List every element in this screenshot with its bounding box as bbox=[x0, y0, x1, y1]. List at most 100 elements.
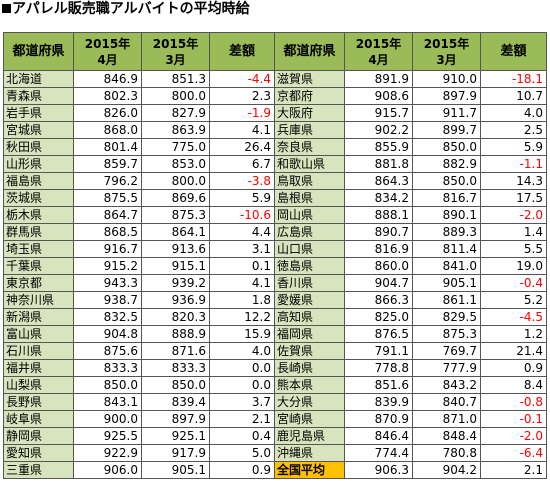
diff-cell: 19.0 bbox=[480, 257, 547, 275]
march-wage-cell: 864.1 bbox=[141, 223, 210, 241]
april-wage-cell: 888.1 bbox=[344, 206, 413, 224]
april-wage-cell: 925.5 bbox=[73, 427, 142, 445]
col-header-march: 2015年 3月 bbox=[412, 32, 481, 71]
diff-cell: -0.4 bbox=[480, 274, 547, 292]
diff-cell: 5.2 bbox=[480, 291, 547, 309]
diff-cell: 4.4 bbox=[209, 223, 275, 241]
page-title: アパレル販売職アルバイトの平均時給 bbox=[2, 0, 250, 18]
diff-cell: 5.9 bbox=[480, 138, 547, 156]
diff-cell: 12.2 bbox=[209, 308, 275, 326]
table-header-row: 都道府県 2015年 4月 2015年 3月 差額 都道府県 2015年 4月 201… bbox=[3, 32, 547, 71]
april-wage-cell: 864.7 bbox=[73, 206, 142, 224]
april-wage-cell: 791.1 bbox=[344, 342, 413, 360]
april-wage-cell: 915.2 bbox=[73, 257, 142, 275]
prefecture-cell: 岡山県 bbox=[274, 206, 345, 224]
diff-cell: -4.4 bbox=[209, 70, 275, 88]
prefecture-cell: 大阪府 bbox=[274, 104, 345, 122]
april-wage-cell: 851.6 bbox=[344, 376, 413, 394]
diff-cell: -1.1 bbox=[480, 155, 547, 173]
april-wage-cell: 881.8 bbox=[344, 155, 413, 173]
prefecture-cell: 北海道 bbox=[3, 70, 74, 88]
diff-cell: 0.4 bbox=[209, 427, 275, 445]
march-wage-cell: 911.7 bbox=[412, 104, 481, 122]
prefecture-cell: 京都府 bbox=[274, 87, 345, 105]
april-wage-cell: 891.9 bbox=[344, 70, 413, 88]
prefecture-cell: 愛知県 bbox=[3, 444, 74, 462]
diff-cell: 17.5 bbox=[480, 189, 547, 207]
table-row: 北海道 846.9 851.3 -4.4 滋賀県 891.9 910.0 -18.1 bbox=[3, 70, 547, 88]
table-row: 長野県 843.1 839.4 3.7 大分県 839.9 840.7 -0.8 bbox=[3, 393, 547, 411]
march-wage-cell: 871.0 bbox=[412, 410, 481, 428]
diff-cell: -0.1 bbox=[480, 410, 547, 428]
prefecture-cell: 島根県 bbox=[274, 189, 345, 207]
march-wage-cell: 843.2 bbox=[412, 376, 481, 394]
diff-cell: 5.0 bbox=[209, 444, 275, 462]
table-row: 神奈川県 938.7 936.9 1.8 愛媛県 866.3 861.1 5.2 bbox=[3, 291, 547, 309]
march-wage-cell: 841.0 bbox=[412, 257, 481, 275]
prefecture-cell: 山梨県 bbox=[3, 376, 74, 394]
table-row: 静岡県 925.5 925.1 0.4 鹿児島県 846.4 848.4 -2.0 bbox=[3, 427, 547, 445]
table-row: 青森県 802.3 800.0 2.3 京都府 908.6 897.9 10.7 bbox=[3, 87, 547, 105]
diff-cell: -6.4 bbox=[480, 444, 547, 462]
diff-cell: -1.9 bbox=[209, 104, 275, 122]
april-wage-cell: 846.9 bbox=[73, 70, 142, 88]
prefecture-cell: 徳島県 bbox=[274, 257, 345, 275]
table-row: 秋田県 801.4 775.0 26.4 奈良県 855.9 850.0 5.9 bbox=[3, 138, 547, 156]
diff-cell: 3.1 bbox=[209, 240, 275, 258]
april-wage-cell: 868.0 bbox=[73, 121, 142, 139]
march-wage-cell: 848.4 bbox=[412, 427, 481, 445]
march-wage-cell: 827.9 bbox=[141, 104, 210, 122]
march-wage-cell: 820.3 bbox=[141, 308, 210, 326]
march-wage-cell: 875.3 bbox=[141, 206, 210, 224]
table-row: 愛知県 922.9 917.9 5.0 沖縄県 774.4 780.8 -6.4 bbox=[3, 444, 547, 462]
table-row: 新潟県 832.5 820.3 12.2 高知県 825.0 829.5 -4.5 bbox=[3, 308, 547, 326]
march-wage-cell: 775.0 bbox=[141, 138, 210, 156]
april-wage-cell: 834.2 bbox=[344, 189, 413, 207]
april-wage-cell: 906.0 bbox=[73, 461, 142, 479]
diff-cell: 0.9 bbox=[209, 461, 275, 479]
march-wage-cell: 915.1 bbox=[141, 257, 210, 275]
april-wage-cell: 943.3 bbox=[73, 274, 142, 292]
prefecture-cell: 千葉県 bbox=[3, 257, 74, 275]
diff-cell: 3.7 bbox=[209, 393, 275, 411]
prefecture-cell: 奈良県 bbox=[274, 138, 345, 156]
april-wage-cell: 906.3 bbox=[344, 461, 413, 479]
diff-cell: 2.5 bbox=[480, 121, 547, 139]
march-wage-cell: 939.2 bbox=[141, 274, 210, 292]
wage-table: 都道府県 2015年 4月 2015年 3月 差額 都道府県 2015年 4月 201… bbox=[3, 32, 547, 479]
diff-cell: -10.6 bbox=[209, 206, 275, 224]
col-header-prefecture: 都道府県 bbox=[3, 32, 74, 71]
april-wage-cell: 875.5 bbox=[73, 189, 142, 207]
prefecture-cell: 富山県 bbox=[3, 325, 74, 343]
diff-cell: 5.9 bbox=[209, 189, 275, 207]
march-wage-cell: 800.0 bbox=[141, 172, 210, 190]
march-wage-cell: 850.0 bbox=[412, 138, 481, 156]
table-row: 三重県 906.0 905.1 0.9 全国平均 906.3 904.2 2.1 bbox=[3, 461, 547, 479]
prefecture-cell: 香川県 bbox=[274, 274, 345, 292]
april-wage-cell: 859.7 bbox=[73, 155, 142, 173]
march-wage-cell: 777.9 bbox=[412, 359, 481, 377]
square-bullet-icon bbox=[2, 4, 11, 13]
page-title-text: アパレル販売職アルバイトの平均時給 bbox=[12, 1, 250, 17]
prefecture-cell: 愛媛県 bbox=[274, 291, 345, 309]
march-wage-cell: 850.0 bbox=[412, 172, 481, 190]
prefecture-cell: 宮城県 bbox=[3, 121, 74, 139]
diff-cell: 1.4 bbox=[480, 223, 547, 241]
table-row: 群馬県 868.5 864.1 4.4 広島県 890.7 889.3 1.4 bbox=[3, 223, 547, 241]
diff-cell: 4.1 bbox=[209, 274, 275, 292]
prefecture-cell: 秋田県 bbox=[3, 138, 74, 156]
diff-cell: 6.7 bbox=[209, 155, 275, 173]
table-row: 栃木県 864.7 875.3 -10.6 岡山県 888.1 890.1 -2.0 bbox=[3, 206, 547, 224]
prefecture-cell: 滋賀県 bbox=[274, 70, 345, 88]
march-wage-cell: 905.1 bbox=[141, 461, 210, 479]
march-wage-cell: 851.3 bbox=[141, 70, 210, 88]
prefecture-cell: 三重県 bbox=[3, 461, 74, 479]
april-wage-cell: 900.0 bbox=[73, 410, 142, 428]
prefecture-cell: 長野県 bbox=[3, 393, 74, 411]
prefecture-cell: 石川県 bbox=[3, 342, 74, 360]
april-wage-cell: 922.9 bbox=[73, 444, 142, 462]
prefecture-cell: 岐阜県 bbox=[3, 410, 74, 428]
march-wage-cell: 829.5 bbox=[412, 308, 481, 326]
april-wage-cell: 855.9 bbox=[344, 138, 413, 156]
col-header-prefecture: 都道府県 bbox=[274, 32, 345, 71]
